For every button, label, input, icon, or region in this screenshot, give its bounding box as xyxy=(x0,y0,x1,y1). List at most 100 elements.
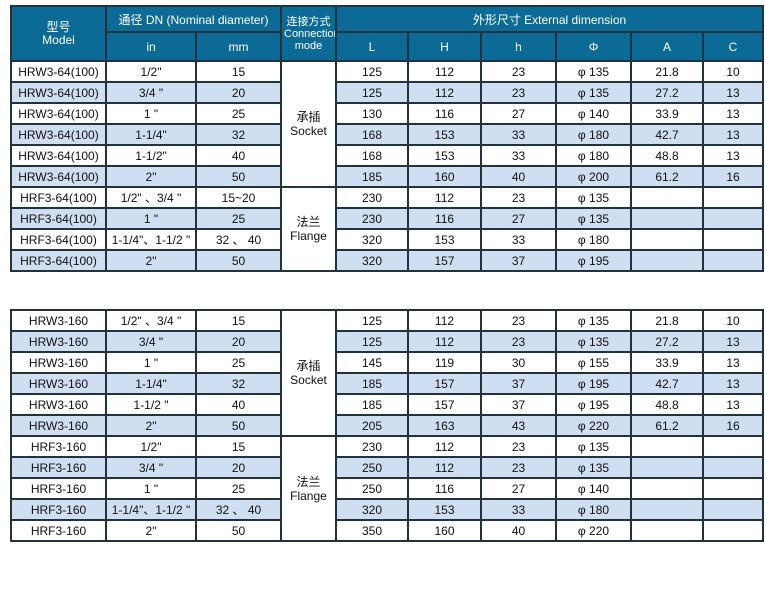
A-cell: 42.7 xyxy=(630,372,704,395)
A-cell xyxy=(630,435,704,458)
connection-header-en1: Connection xyxy=(284,27,336,40)
model-cell: HRF3-64(100) xyxy=(10,228,107,251)
mm-cell: 20 xyxy=(195,456,282,479)
H-cell: 112 xyxy=(407,456,482,479)
h-cell: 37 xyxy=(480,249,557,272)
C-cell xyxy=(702,456,764,479)
A-cell xyxy=(630,186,704,209)
in-cell: 1 " xyxy=(105,351,197,374)
table-row: HRF3-160 2" 50 350 160 40 φ 220 xyxy=(10,519,764,542)
mm-cell: 25 xyxy=(195,102,282,125)
model-header-zh: 型号 xyxy=(46,19,71,34)
C-cell: 13 xyxy=(702,351,764,374)
in-cell: 3/4 " xyxy=(105,81,197,104)
connection-label-en: Flange xyxy=(290,488,327,503)
table-header: 型号 Model 通径 DN (Nominal diameter) 连接方式 C… xyxy=(10,5,765,62)
H-cell: 116 xyxy=(407,477,482,500)
h-cell: 27 xyxy=(480,102,557,125)
column-header-A: A xyxy=(630,31,704,62)
phi-cell: φ 140 xyxy=(555,102,632,125)
model-cell: HRF3-160 xyxy=(10,498,107,521)
h-cell: 23 xyxy=(480,60,557,83)
h-cell: 37 xyxy=(480,372,557,395)
table-row: HRW3-64(100) 2" 50 185 160 40 φ 200 61.2 16 xyxy=(10,165,765,188)
phi-cell: φ 180 xyxy=(555,498,632,521)
table-row: HRF3-64(100) 1 " 25 230 116 27 φ 135 xyxy=(10,207,765,230)
in-cell: 1-1/4" xyxy=(105,372,197,395)
in-cell: 3/4 " xyxy=(105,456,197,479)
column-header-phi: Φ xyxy=(555,31,632,62)
in-cell: 1 " xyxy=(105,477,197,500)
model-cell: HRW3-64(100) xyxy=(10,144,107,167)
h-cell: 43 xyxy=(480,414,557,437)
table-row: HRF3-64(100) 2" 50 320 157 37 φ 195 xyxy=(10,249,765,272)
A-cell: 42.7 xyxy=(630,123,704,146)
connection-label-en: Socket xyxy=(290,124,327,138)
h-cell: 23 xyxy=(480,435,557,458)
H-cell: 163 xyxy=(407,414,482,437)
in-cell: 1 " xyxy=(105,102,197,125)
L-cell: 185 xyxy=(335,372,409,395)
in-cell: 1-1/4"、1-1/2 " xyxy=(105,498,197,521)
phi-cell: φ 135 xyxy=(555,60,632,83)
H-cell: 160 xyxy=(407,519,482,542)
L-cell: 320 xyxy=(335,228,409,251)
table-row: HRW3-160 1-1/4" 32 185 157 37 φ 195 42.7 13 xyxy=(10,372,764,395)
spec-table-hr3-160: HRW3-160 1/2" 、3/4 " 15 承插 Socket 125 112 23 φ 1… xyxy=(10,309,764,542)
mm-cell: 32 xyxy=(195,123,282,146)
phi-cell: φ 180 xyxy=(555,123,632,146)
mm-cell: 32 xyxy=(195,372,282,395)
A-cell xyxy=(630,207,704,230)
C-cell: 13 xyxy=(701,102,765,125)
model-cell: HRF3-160 xyxy=(10,477,107,500)
h-cell: 40 xyxy=(480,165,557,188)
H-cell: 157 xyxy=(407,249,482,272)
mm-cell: 50 xyxy=(195,519,282,542)
table-row: HRW3-64(100) 1-1/4" 32 168 153 33 φ 180 42.7 13 xyxy=(10,123,765,146)
C-cell: 10 xyxy=(702,309,764,332)
phi-cell: φ 195 xyxy=(555,372,632,395)
L-cell: 145 xyxy=(335,351,409,374)
A-cell: 33.9 xyxy=(630,351,704,374)
table-row: HRF3-160 1-1/4"、1-1/2 " 32 、 40 320 153 33 φ 1… xyxy=(10,498,764,521)
model-cell: HRF3-160 xyxy=(10,456,107,479)
phi-cell: φ 195 xyxy=(555,393,632,416)
in-cell: 1-1/2" xyxy=(105,144,197,167)
connection-label-en: Flange xyxy=(290,229,327,243)
model-cell: HRF3-160 xyxy=(10,435,107,458)
phi-cell: φ 180 xyxy=(555,228,632,251)
column-header-external-group: 外形尺寸 External dimension xyxy=(334,5,765,33)
mm-cell: 15 xyxy=(195,60,282,83)
phi-cell: φ 135 xyxy=(555,435,632,458)
C-cell xyxy=(702,519,764,542)
A-cell: 21.8 xyxy=(630,309,704,332)
table-row: HRW3-160 1 " 25 145 119 30 φ 155 33.9 13 xyxy=(10,351,764,374)
table-row: HRF3-64(100) 1/2" 、3/4 " 15~20 法兰 Flange 230 1… xyxy=(10,186,765,272)
column-header-C: C xyxy=(701,31,765,62)
model-cell: HRW3-64(100) xyxy=(10,81,107,104)
phi-cell: φ 220 xyxy=(555,414,632,437)
h-cell: 33 xyxy=(480,144,557,167)
L-cell: 320 xyxy=(335,249,409,272)
C-cell: 10 xyxy=(701,60,765,83)
model-cell: HRW3-64(100) xyxy=(10,123,107,146)
A-cell xyxy=(630,519,704,542)
mm-cell: 40 xyxy=(195,393,282,416)
in-cell: 1/2" xyxy=(105,60,197,83)
connection-label-en: Socket xyxy=(290,373,327,387)
h-cell: 23 xyxy=(480,186,557,209)
H-cell: 153 xyxy=(407,498,482,521)
H-cell: 157 xyxy=(407,372,482,395)
phi-cell: φ 135 xyxy=(555,456,632,479)
model-cell: HRF3-64(100) xyxy=(10,186,107,209)
L-cell: 230 xyxy=(335,207,409,230)
H-cell: 112 xyxy=(407,186,482,209)
model-cell: HRW3-64(100) xyxy=(10,102,107,125)
connection-header-en2: mode xyxy=(294,39,323,52)
h-cell: 27 xyxy=(480,477,557,500)
model-cell: HRW3-160 xyxy=(10,393,107,416)
H-cell: 116 xyxy=(407,102,482,125)
H-cell: 112 xyxy=(407,81,482,104)
in-cell: 1-1/4"、1-1/2 " xyxy=(105,228,197,251)
A-cell xyxy=(630,456,704,479)
